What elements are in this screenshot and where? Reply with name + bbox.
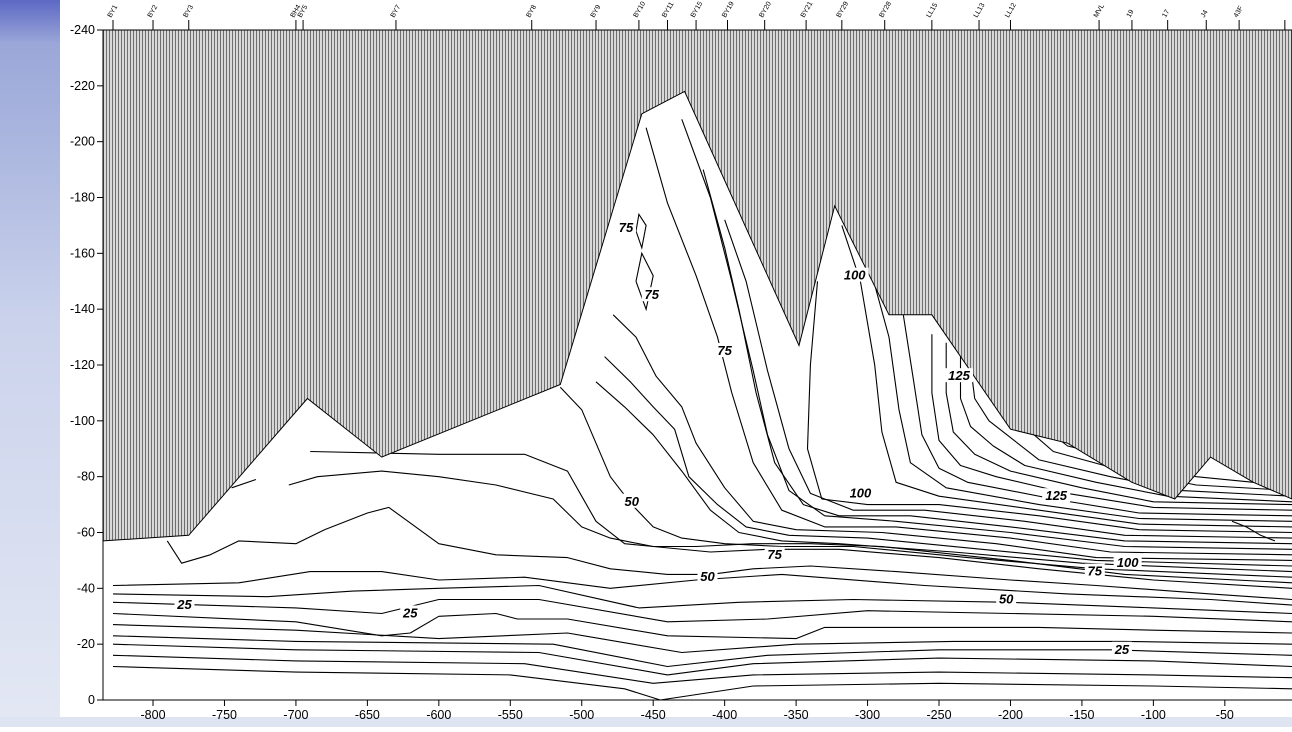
left-decor-band	[0, 0, 60, 727]
y-tick-label: -40	[77, 581, 95, 595]
y-tick-label: -200	[70, 135, 95, 149]
station-label: MVL	[1093, 3, 1106, 19]
y-tick-label: -100	[70, 414, 95, 428]
y-tick-label: -80	[77, 470, 95, 484]
station-label: J4	[1200, 9, 1210, 19]
station-label: BY19	[721, 1, 736, 19]
station-label: BY15	[690, 1, 705, 19]
contour-line	[636, 214, 646, 248]
station-label: BY7	[390, 4, 403, 19]
station-label: 19	[1126, 9, 1136, 19]
y-tick-label: -20	[77, 637, 95, 651]
x-tick-label: -500	[569, 708, 594, 722]
x-tick-label: -600	[426, 708, 451, 722]
station-label: LL13	[973, 2, 987, 19]
contour-label: 125	[948, 368, 970, 383]
x-tick-label: -50	[1216, 708, 1234, 722]
station-label: 43F	[1233, 5, 1245, 19]
station-label: BY2	[147, 4, 160, 19]
y-tick-label: -220	[70, 79, 95, 93]
contour-label: 75	[645, 287, 660, 302]
contour-label: 25	[176, 597, 192, 612]
contour-label: 75	[767, 547, 782, 562]
contour-label: 50	[999, 592, 1014, 607]
contour-label: 75	[1088, 564, 1103, 579]
station-label: BY21	[800, 1, 815, 19]
station-label: BY1	[107, 4, 120, 19]
station-label: LL12	[1004, 2, 1018, 19]
x-tick-label: -100	[1141, 708, 1166, 722]
x-tick-label: -300	[855, 708, 880, 722]
station-label: BY8	[525, 4, 538, 19]
seabed-area	[103, 30, 1292, 541]
contour-label: 75	[717, 343, 732, 358]
contour-line	[113, 655, 1292, 683]
station-label: BY29	[836, 1, 851, 19]
station-label: BY10	[633, 1, 648, 19]
contour-line	[113, 600, 1292, 622]
station-label: 17	[1161, 9, 1171, 19]
x-tick-label: -800	[141, 708, 166, 722]
x-tick-label: -700	[283, 708, 308, 722]
station-label: BY3	[182, 4, 195, 19]
station-label: BY11	[661, 1, 675, 19]
y-tick-label: 0	[88, 693, 95, 707]
y-tick-label: -120	[70, 358, 95, 372]
contour-line	[113, 667, 1292, 701]
y-tick-label: -240	[70, 23, 95, 37]
contour-line	[113, 614, 1292, 639]
x-tick-label: -200	[998, 708, 1023, 722]
x-tick-label: -250	[927, 708, 952, 722]
contour-label: 75	[619, 220, 634, 235]
x-tick-label: -400	[712, 708, 737, 722]
station-label: BY9	[590, 4, 603, 19]
seabed-layer	[103, 30, 1292, 541]
x-tick-label: -450	[641, 708, 666, 722]
y-tick-label: -140	[70, 302, 95, 316]
x-tick-label: -350	[784, 708, 809, 722]
contour-label: 50	[625, 494, 640, 509]
y-tick-label: -60	[77, 526, 95, 540]
x-tick-label: -750	[212, 708, 237, 722]
contour-label: 50	[700, 569, 715, 584]
y-tick-label: -160	[70, 246, 95, 260]
contour-label: 100	[850, 485, 872, 500]
contour-line	[167, 507, 1292, 599]
contour-label: 25	[1114, 642, 1130, 657]
y-tick-label: -180	[70, 191, 95, 205]
station-label: BY28	[878, 1, 893, 19]
contour-label: 125	[1045, 488, 1067, 503]
x-tick-label: -650	[355, 708, 380, 722]
x-tick-label: -550	[498, 708, 523, 722]
station-label: LL15	[926, 2, 940, 19]
station-label: BY20	[758, 1, 773, 19]
contour-label: 100	[1117, 555, 1139, 570]
x-tick-label: -150	[1069, 708, 1094, 722]
contour-line	[113, 586, 1292, 614]
contour-label: 100	[844, 268, 866, 283]
contour-label: 25	[402, 605, 418, 620]
